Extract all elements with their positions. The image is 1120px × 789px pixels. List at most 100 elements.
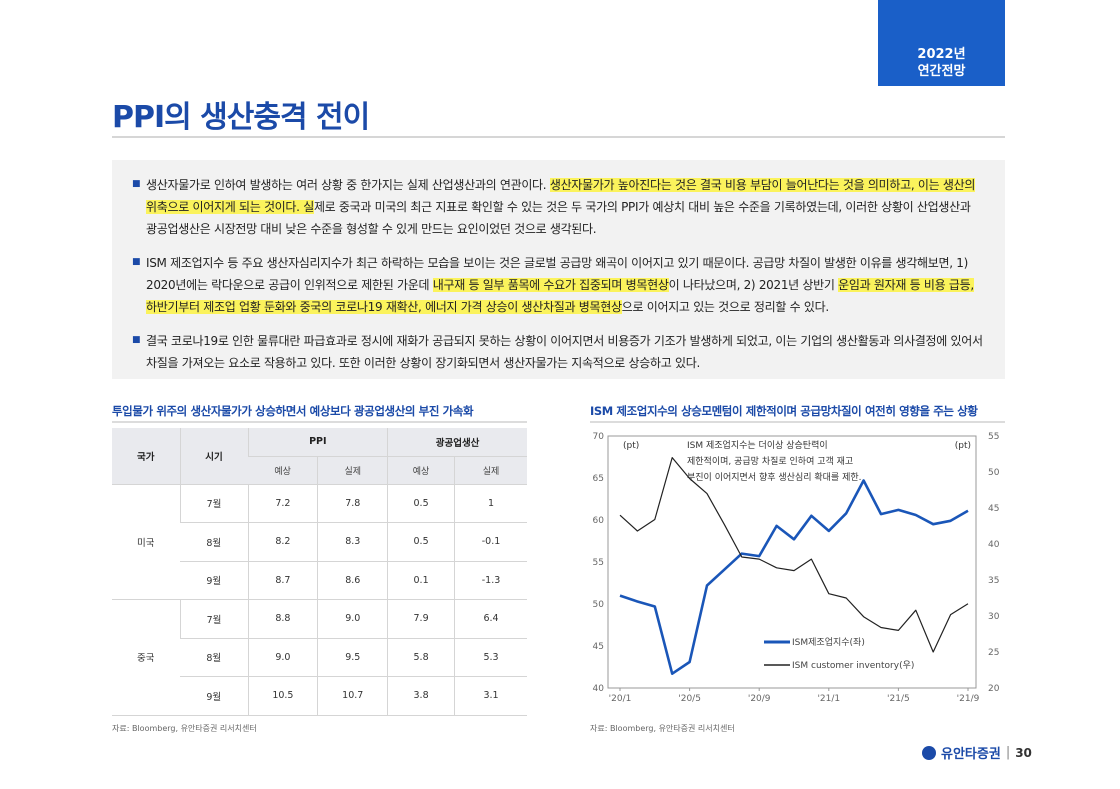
y-left-tick-label: 60 (593, 516, 605, 526)
bullet-text-segment: 제로 중국과 미국의 최근 지표로 확인할 수 있는 것은 두 국가의 PPI가… (146, 200, 971, 236)
x-tick-label: '20/1 (609, 694, 632, 704)
summary-bullet: ■ 생산자물가로 인하여 발생하는 여러 상황 중 한가지는 실제 산업생산과의 … (132, 174, 983, 240)
period-cell: 7월 (179, 599, 248, 639)
bullet-text-segment: 생산자물가로 인하여 발생하는 여러 상황 중 한가지는 실제 산업생산과의 연… (146, 178, 550, 192)
x-tick-label: '21/5 (887, 694, 910, 704)
y-right-tick-label: 50 (988, 468, 1000, 478)
series-line-ism-pmi (619, 479, 969, 675)
left-panel-divider (112, 421, 527, 423)
bullet-text: ISM 제조업지수 등 주요 생산자심리지수가 최근 하락하는 모습을 보이는 … (146, 252, 983, 318)
ip-expected-cell: 3.8 (387, 676, 455, 716)
bullet-text-segment: 으로 이어지고 있는 것으로 정리할 수 있다. (621, 300, 829, 314)
badge-year: 2022년 (917, 47, 966, 62)
period-cell: 7월 (179, 484, 248, 523)
ppi-actual-cell: 8.6 (317, 561, 388, 600)
y-left-tick-label: 65 (593, 474, 604, 484)
ppi-expected-cell: 8.8 (247, 599, 318, 639)
table-row: 8월 9.0 9.5 5.8 5.3 (112, 638, 527, 677)
ip-expected-cell: 7.9 (387, 599, 455, 639)
ip-expected-cell: 0.5 (387, 522, 455, 562)
left-panel-title: 투입물가 위주의 생산자물가가 상승하면서 예상보다 광공업생산의 부진 가속화 (112, 404, 474, 418)
right-panel-divider (590, 421, 1005, 423)
y-left-tick-label: 40 (593, 684, 605, 694)
ip-actual-cell: 6.4 (453, 599, 527, 639)
col-ip-actual: 실제 (453, 456, 527, 485)
period-cell: 9월 (180, 676, 248, 716)
ppi-actual-cell: 9.5 (317, 638, 388, 677)
y-left-unit: (pt) (623, 441, 639, 451)
series-line-customer-inventory (619, 457, 969, 653)
bullet-text-segment: ISM 제조업지수 등 주요 생산자심리지수가 최근 하락하는 모습을 보이는 … (146, 256, 969, 292)
brand-name: 유안타증권 (941, 747, 1001, 762)
footer-separator: | (1005, 745, 1011, 760)
ppi-actual-cell: 10.7 (317, 676, 388, 716)
col-ppi-expected: 예상 (248, 456, 318, 485)
ip-expected-cell: 5.8 (387, 638, 455, 677)
x-tick-label: '20/9 (748, 694, 771, 704)
ppi-expected-cell: 10.5 (247, 676, 318, 716)
country-cell: 미국 (112, 484, 180, 600)
y-right-tick-label: 45 (988, 504, 999, 514)
table-row: 8월 8.2 8.3 0.5 -0.1 (112, 522, 527, 562)
y-right-tick-label: 25 (988, 648, 999, 658)
ppi-actual-cell: 9.0 (317, 599, 388, 639)
bullet-text: 생산자물가로 인하여 발생하는 여러 상황 중 한가지는 실제 산업생산과의 연… (146, 174, 983, 240)
ppi-expected-cell: 8.2 (247, 522, 318, 562)
col-ip: 광공업생산 (387, 428, 527, 457)
country-cell: 중국 (112, 599, 180, 716)
page-title: PPI의 생산충격 전이 (112, 100, 370, 135)
x-tick-label: '21/9 (957, 694, 980, 704)
ip-expected-cell: 0.5 (387, 484, 455, 523)
bullet-text-segment: 결국 코로나19로 인한 물류대란 파급효과로 정시에 재화가 공급되지 못하는… (146, 334, 983, 370)
x-tick-label: '20/5 (678, 694, 701, 704)
ppi-actual-cell: 7.8 (317, 484, 388, 523)
table-row: 미국 7월 7.2 7.8 0.5 1 (112, 484, 527, 600)
y-left-tick-label: 45 (593, 642, 604, 652)
period-cell: 8월 (180, 638, 248, 677)
y-left-tick-label: 70 (593, 432, 605, 442)
ppi-expected-cell: 8.7 (247, 561, 318, 600)
period-cell: 9월 (180, 561, 248, 600)
chart-annotation: ISM 제조업지수는 더이상 상승탄력이 (687, 439, 828, 451)
chart-annotation: 제한적이며, 공급망 차질로 인하여 고객 재고 (687, 455, 853, 467)
col-ppi: PPI (247, 428, 388, 457)
ip-actual-cell: 3.1 (453, 676, 527, 716)
badge-subtitle: 연간전망 (917, 64, 966, 79)
footer-brand: 유안타증권 | 30 (922, 743, 1032, 762)
bullet-text: 결국 코로나19로 인한 물류대란 파급효과로 정시에 재화가 공급되지 못하는… (146, 330, 983, 374)
x-tick-label: '21/1 (817, 694, 840, 704)
summary-box: ■ 생산자물가로 인하여 발생하는 여러 상황 중 한가지는 실제 산업생산과의 … (112, 160, 1005, 379)
plot-frame (607, 435, 977, 689)
ism-line-chart: 40 45 50 55 60 65 70 20 25 30 35 40 45 50 55 '20/1 '20/5… (593, 432, 1000, 704)
col-country: 국가 (112, 428, 180, 485)
ip-actual-cell: 5.3 (453, 638, 527, 677)
y-right-tick-label: 55 (988, 432, 999, 442)
y-right-tick-label: 20 (988, 684, 1000, 694)
table-row: 9월 10.5 10.7 3.8 3.1 (112, 676, 527, 716)
summary-bullet: ■ 결국 코로나19로 인한 물류대란 파급효과로 정시에 재화가 공급되지 못하… (132, 330, 983, 374)
col-ppi-actual: 실제 (317, 456, 388, 485)
col-ip-expected: 예상 (387, 456, 455, 485)
y-left-tick-label: 50 (593, 600, 605, 610)
y-right-tick-label: 35 (988, 576, 999, 586)
right-source: 자료: Bloomberg, 유안타증권 리서치센터 (590, 724, 735, 733)
highlighted-text: 내구재 등 일부 품목에 수요가 집중되며 병목현상 (432, 278, 669, 292)
ip-actual-cell: -0.1 (453, 522, 527, 562)
ip-actual-cell: 1 (453, 484, 527, 523)
ppi-expected-cell: 7.2 (247, 484, 318, 523)
bullet-text-segment: 이 나타났으며, 2) 2021년 상반기 (668, 278, 839, 292)
bullet-square-icon: ■ (132, 257, 141, 267)
period-cell: 8월 (180, 522, 248, 562)
bullet-square-icon: ■ (132, 335, 141, 345)
table-row: 9월 8.7 8.6 0.1 -1.3 (112, 561, 527, 600)
legend-label: ISM customer inventory(우) (792, 660, 914, 671)
bullet-square-icon: ■ (132, 179, 141, 189)
page-number: 30 (1015, 745, 1032, 760)
table-row: 중국 7월 8.8 9.0 7.9 6.4 (112, 599, 527, 716)
ppi-ip-table: 국가 시기 PPI 광공업생산 예상 실제 예상 실제 미국 7월 7.2 7.8 0.… (112, 428, 527, 716)
left-source: 자료: Bloomberg, 유안타증권 리서치센터 (112, 724, 257, 733)
report-badge: 2022년 연간전망 (878, 0, 1005, 86)
y-left-tick-label: 55 (593, 558, 604, 568)
y-right-tick-label: 40 (988, 540, 1000, 550)
y-right-tick-label: 30 (988, 612, 1000, 622)
